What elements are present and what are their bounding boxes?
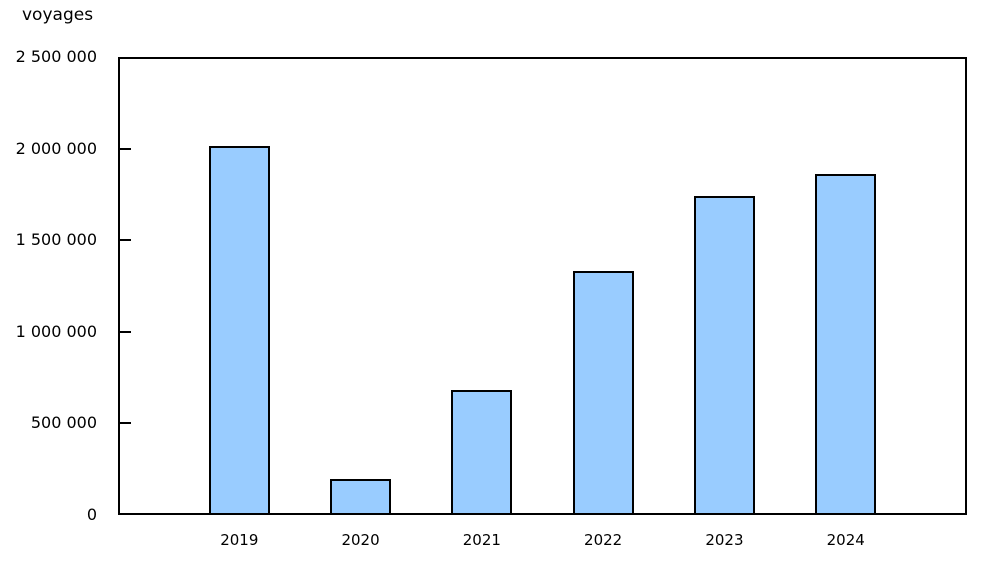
- y-tick-label-2-000-000: 2 000 000: [15, 138, 97, 158]
- bar-2021: [451, 389, 513, 515]
- x-tick-label-2024: 2024: [826, 531, 865, 549]
- x-tick-label-2019: 2019: [220, 531, 259, 549]
- x-tick-label-2021: 2021: [462, 531, 501, 549]
- bar-2024: [815, 174, 877, 515]
- y-tick-label-1-000-000: 1 000 000: [15, 321, 97, 341]
- bar-2023: [693, 196, 755, 515]
- x-tick-label-2020: 2020: [341, 531, 380, 549]
- y-axis-unit-label: voyages: [22, 5, 94, 25]
- x-tick-label-2023: 2023: [705, 531, 744, 549]
- y-tick-mark-500-000: [120, 422, 131, 425]
- x-tick-label-2022: 2022: [584, 531, 623, 549]
- bar-2019: [208, 145, 270, 515]
- y-tick-label-1-500-000: 1 500 000: [15, 230, 97, 250]
- y-tick-label-500-000: 500 000: [30, 413, 97, 433]
- bar-2022: [572, 271, 634, 515]
- y-tick-label-0: 0: [86, 505, 97, 524]
- y-tick-mark-2-000-000: [120, 147, 131, 150]
- y-tick-mark-1-500-000: [120, 239, 131, 242]
- y-tick-mark-1-000-000: [120, 330, 131, 333]
- y-tick-label-2-500-000: 2 500 000: [15, 47, 97, 66]
- bar-2020: [330, 479, 392, 515]
